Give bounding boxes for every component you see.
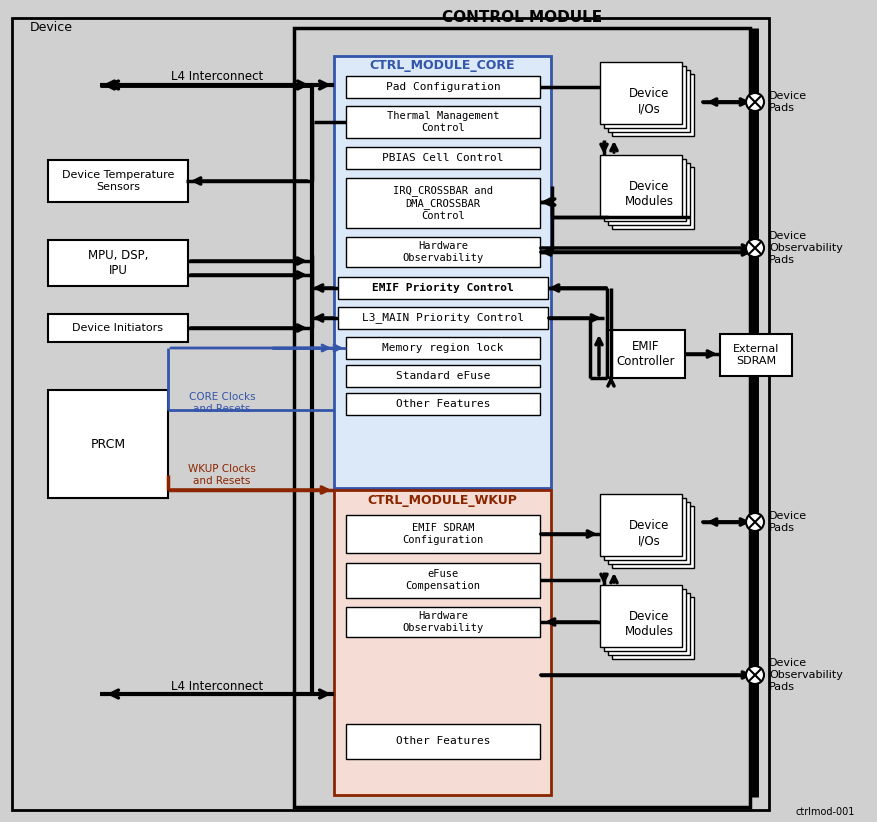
Bar: [346, 337, 540, 359]
Text: Device
Modules: Device Modules: [624, 610, 674, 638]
Text: IRQ_CROSSBAR and
DMA_CROSSBAR
Control: IRQ_CROSSBAR and DMA_CROSSBAR Control: [393, 186, 493, 220]
Bar: [346, 237, 540, 267]
Text: PRCM: PRCM: [90, 437, 125, 450]
Bar: [48, 160, 188, 202]
Bar: [600, 494, 682, 556]
Bar: [334, 490, 551, 795]
Bar: [334, 56, 551, 488]
Bar: [48, 390, 168, 498]
Bar: [600, 585, 682, 647]
Text: L4 Interconnect: L4 Interconnect: [171, 70, 263, 82]
Text: Device: Device: [30, 21, 73, 35]
Text: WKUP Clocks
and Resets: WKUP Clocks and Resets: [188, 464, 256, 486]
Bar: [346, 178, 540, 228]
Bar: [608, 70, 690, 132]
Text: Pad Configuration: Pad Configuration: [386, 82, 501, 92]
Text: Device
I/Os: Device I/Os: [629, 87, 669, 115]
Text: CTRL_MODULE_CORE: CTRL_MODULE_CORE: [369, 59, 515, 72]
Text: Memory region lock: Memory region lock: [382, 343, 503, 353]
Bar: [346, 515, 540, 553]
Bar: [346, 393, 540, 415]
Bar: [612, 167, 694, 229]
Bar: [600, 155, 682, 217]
Bar: [607, 330, 685, 378]
Bar: [612, 506, 694, 568]
Bar: [294, 28, 750, 807]
Text: EMIF SDRAM
Configuration: EMIF SDRAM Configuration: [403, 523, 483, 545]
Bar: [612, 597, 694, 659]
Circle shape: [746, 666, 764, 684]
Bar: [612, 74, 694, 136]
Text: EMIF
Controller: EMIF Controller: [617, 340, 675, 368]
Text: Device
Pads: Device Pads: [769, 91, 807, 113]
Bar: [608, 593, 690, 655]
Text: External
SDRAM: External SDRAM: [733, 344, 779, 366]
Text: Device
Observability
Pads: Device Observability Pads: [769, 658, 843, 691]
Bar: [600, 62, 682, 124]
Bar: [338, 277, 548, 299]
Circle shape: [746, 93, 764, 111]
Bar: [346, 106, 540, 138]
Bar: [720, 334, 792, 376]
Bar: [346, 607, 540, 637]
Bar: [604, 66, 686, 128]
Bar: [346, 76, 540, 98]
Text: Device
Modules: Device Modules: [624, 180, 674, 208]
Bar: [604, 498, 686, 560]
Bar: [608, 163, 690, 225]
Circle shape: [746, 239, 764, 257]
Text: EMIF Priority Control: EMIF Priority Control: [372, 283, 514, 293]
Text: Device
Pads: Device Pads: [769, 511, 807, 533]
Bar: [48, 314, 188, 342]
Text: L4 Interconnect: L4 Interconnect: [171, 680, 263, 692]
Text: eFuse
Compensation: eFuse Compensation: [405, 569, 481, 591]
Text: L3_MAIN Priority Control: L3_MAIN Priority Control: [362, 312, 524, 323]
Bar: [346, 365, 540, 387]
Bar: [346, 724, 540, 759]
Text: Hardware
Observability: Hardware Observability: [403, 241, 483, 263]
Text: CONTROL MODULE: CONTROL MODULE: [442, 11, 602, 25]
Text: Hardware
Observability: Hardware Observability: [403, 612, 483, 633]
Text: Thermal Management
Control: Thermal Management Control: [387, 111, 499, 133]
Bar: [604, 159, 686, 221]
Text: Other Features: Other Features: [396, 399, 490, 409]
Text: CTRL_MODULE_WKUP: CTRL_MODULE_WKUP: [367, 493, 517, 506]
Text: Device Temperature
Sensors: Device Temperature Sensors: [61, 170, 175, 192]
Text: Device
I/Os: Device I/Os: [629, 519, 669, 547]
Text: MPU, DSP,
IPU: MPU, DSP, IPU: [88, 249, 148, 277]
Text: Device Initiators: Device Initiators: [73, 323, 163, 333]
Text: Standard eFuse: Standard eFuse: [396, 371, 490, 381]
Bar: [338, 307, 548, 329]
Bar: [346, 563, 540, 598]
Bar: [608, 502, 690, 564]
Bar: [12, 18, 769, 810]
Text: Other Features: Other Features: [396, 736, 490, 746]
Bar: [604, 589, 686, 651]
Bar: [346, 147, 540, 169]
Bar: [48, 240, 188, 286]
Text: PBIAS Cell Control: PBIAS Cell Control: [382, 153, 503, 163]
Text: ctrlmod-001: ctrlmod-001: [795, 807, 855, 817]
Text: Device
Observability
Pads: Device Observability Pads: [769, 232, 843, 265]
Text: CORE Clocks
and Resets: CORE Clocks and Resets: [189, 392, 255, 413]
Circle shape: [746, 513, 764, 531]
